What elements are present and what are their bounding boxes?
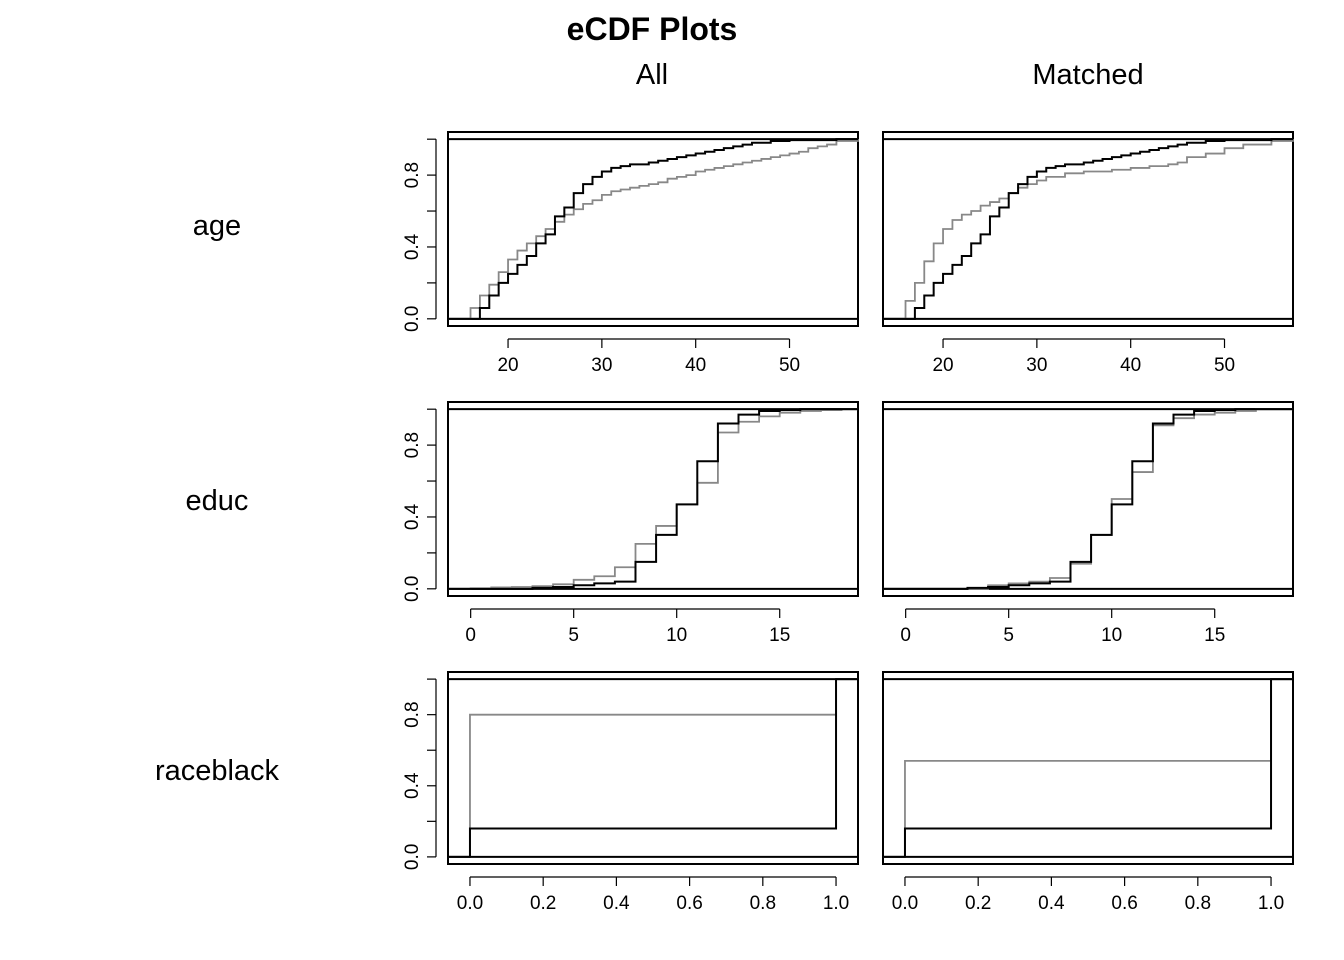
x-tick-label: 20 <box>497 355 518 376</box>
plot-frame <box>882 131 1294 327</box>
ecdf-line-treated <box>883 678 1293 858</box>
panel-raceblack-matched: 0.0 0.2 0.4 0.6 0.8 1.0 <box>882 671 1294 914</box>
column-header-all: All <box>636 59 668 91</box>
column-header-matched: Matched <box>1032 59 1143 91</box>
ecdf-line-control <box>883 408 1293 590</box>
panel-age-all: 0.0 0.4 0.8 20 30 40 50 <box>402 131 859 376</box>
x-tick-label: 5 <box>1003 625 1014 646</box>
row-label-raceblack: raceblack <box>155 755 280 787</box>
x-tick-label: 0.2 <box>965 893 991 914</box>
y-tick-label: 0.4 <box>402 503 423 530</box>
plot-frame <box>447 401 859 597</box>
x-tick-label: 0.8 <box>1185 893 1211 914</box>
figure-title: eCDF Plots <box>567 11 738 47</box>
x-tick-label: 15 <box>1204 625 1225 646</box>
x-tick-label: 10 <box>666 625 687 646</box>
x-tick-label: 0 <box>900 625 911 646</box>
panel-raceblack-all: 0.0 0.4 0.8 0.0 0.2 0.4 0.6 0.8 1.0 <box>402 671 859 914</box>
y-tick-label: 0.8 <box>402 162 423 188</box>
y-tick-label: 0.0 <box>402 306 423 332</box>
ecdf-line-control <box>448 139 859 320</box>
ecdf-line-control <box>883 678 1293 858</box>
panel-age-matched: 20 30 40 50 <box>882 131 1294 376</box>
x-tick-label: 0.6 <box>676 893 702 914</box>
x-tick-label: 40 <box>1120 355 1141 376</box>
x-tick-label: 0.8 <box>750 893 776 914</box>
row-label-age: age <box>193 210 241 242</box>
x-tick-label: 5 <box>568 625 579 646</box>
x-tick-label: 0.6 <box>1111 893 1137 914</box>
x-tick-label: 1.0 <box>823 893 849 914</box>
y-tick-label: 0.4 <box>402 233 423 260</box>
x-tick-label: 0.4 <box>1038 893 1065 914</box>
plot-frame <box>882 401 1294 597</box>
x-tick-label: 50 <box>779 355 800 376</box>
x-tick-label: 30 <box>591 355 612 376</box>
panels: 0.00.40.820 30 40 50 20 30 40 500.00.40.80 5 10 15… <box>402 131 1294 914</box>
plot-frame <box>447 131 859 327</box>
x-tick-label: 0.0 <box>457 893 483 914</box>
plot-frame <box>447 671 859 865</box>
panel-educ-matched: 0 5 10 15 <box>882 401 1294 646</box>
y-tick-label: 0.0 <box>402 844 423 870</box>
y-tick-label: 0.0 <box>402 576 423 602</box>
plot-frame <box>882 671 1294 865</box>
x-tick-label: 0 <box>465 625 476 646</box>
x-tick-label: 30 <box>1026 355 1047 376</box>
panel-educ-all: 0.0 0.4 0.8 0 5 10 15 <box>402 401 859 646</box>
y-tick-label: 0.8 <box>402 701 423 727</box>
x-tick-label: 10 <box>1101 625 1122 646</box>
x-tick-label: 0.0 <box>892 893 918 914</box>
ecdf-line-treated <box>448 678 858 858</box>
x-tick-label: 50 <box>1214 355 1235 376</box>
x-tick-label: 0.2 <box>530 893 556 914</box>
x-tick-label: 20 <box>932 355 953 376</box>
ecdf-line-treated <box>448 408 858 590</box>
ecdf-line-control <box>883 139 1294 320</box>
ecdf-line-treated <box>448 138 858 320</box>
y-tick-label: 0.8 <box>402 432 423 458</box>
ecdf-line-control <box>448 678 858 858</box>
ecdf-line-treated <box>883 138 1293 320</box>
x-tick-label: 15 <box>769 625 790 646</box>
ecdf-line-treated <box>883 408 1293 590</box>
x-tick-label: 40 <box>685 355 706 376</box>
x-tick-label: 0.4 <box>603 893 630 914</box>
row-label-educ: educ <box>186 485 249 517</box>
x-tick-label: 1.0 <box>1258 893 1284 914</box>
y-tick-label: 0.4 <box>402 772 423 799</box>
